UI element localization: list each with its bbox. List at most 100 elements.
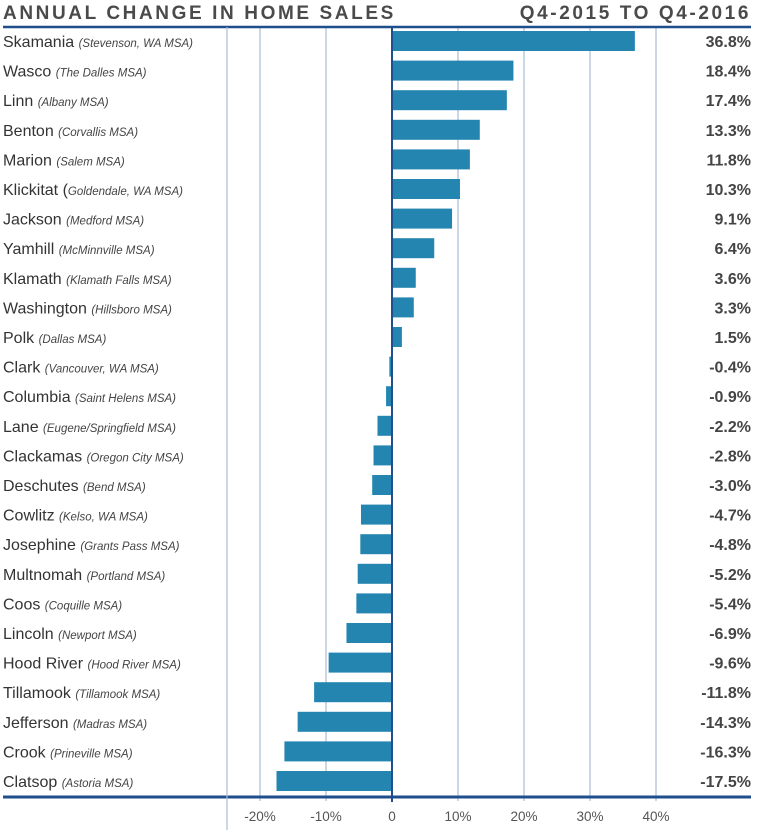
value-label: -9.6% bbox=[709, 656, 751, 673]
category-name: Clatsop bbox=[3, 774, 62, 791]
category-name: Clackamas bbox=[3, 448, 87, 465]
bar bbox=[328, 652, 392, 673]
bar bbox=[373, 445, 392, 466]
category-label: Skamania (Stevenson, WA MSA) bbox=[3, 34, 193, 51]
category-name: Klamath bbox=[3, 271, 66, 288]
bar bbox=[392, 238, 435, 259]
x-tick-label: -10% bbox=[310, 809, 342, 824]
value-label: 1.5% bbox=[715, 330, 751, 347]
category-label: Washington (Hillsboro MSA) bbox=[3, 300, 172, 317]
category-name: Lincoln bbox=[3, 626, 58, 643]
value-label: 6.4% bbox=[715, 241, 751, 258]
category-name: Tillamook bbox=[3, 685, 75, 702]
value-label: -17.5% bbox=[700, 774, 751, 791]
category-msa: (Oregon City MSA) bbox=[87, 452, 184, 464]
value-label: -5.4% bbox=[709, 596, 751, 613]
bar bbox=[392, 31, 635, 51]
category-name: Deschutes bbox=[3, 478, 83, 495]
category-label: Linn (Albany MSA) bbox=[3, 93, 109, 110]
bar bbox=[392, 90, 507, 111]
value-label: -4.8% bbox=[709, 537, 751, 554]
category-label: Clark (Vancouver, WA MSA) bbox=[3, 360, 159, 377]
category-name: Cowlitz bbox=[3, 508, 59, 525]
category-msa: (Astoria MSA) bbox=[62, 778, 134, 790]
category-name: Crook bbox=[3, 744, 50, 761]
x-tick-label: 0 bbox=[388, 809, 396, 824]
category-label: Klamath (Klamath Falls MSA) bbox=[3, 271, 172, 288]
bar bbox=[284, 741, 392, 762]
category-msa: (Vancouver, WA MSA) bbox=[45, 364, 159, 376]
bar bbox=[392, 60, 514, 81]
value-label: -14.3% bbox=[700, 715, 751, 732]
category-msa: (Prineville MSA) bbox=[50, 748, 133, 760]
category-name: Benton bbox=[3, 123, 58, 140]
chart-subtitle: Q4-2015 TO Q4-2016 bbox=[520, 3, 751, 24]
category-label: Columbia (Saint Helens MSA) bbox=[3, 389, 176, 406]
bar bbox=[389, 356, 392, 377]
value-label: 3.6% bbox=[715, 271, 751, 288]
bar bbox=[392, 327, 402, 347]
category-msa: (Bend MSA) bbox=[83, 482, 146, 494]
category-name: Washington bbox=[3, 300, 91, 317]
category-msa: (Tillamook MSA) bbox=[75, 689, 160, 701]
bar bbox=[392, 208, 453, 229]
category-name: Coos bbox=[3, 596, 45, 613]
bars bbox=[276, 31, 635, 791]
category-label: Lane (Eugene/Springfield MSA) bbox=[3, 419, 176, 436]
chart-title: ANNUAL CHANGE IN HOME SALES bbox=[3, 3, 396, 24]
category-label: Marion (Salem MSA) bbox=[3, 152, 125, 169]
value-label: -0.4% bbox=[709, 360, 751, 377]
x-tick-label: 30% bbox=[576, 809, 603, 824]
bar bbox=[392, 119, 480, 140]
bar bbox=[314, 682, 392, 703]
value-label: 9.1% bbox=[715, 212, 751, 229]
value-label: -5.2% bbox=[709, 567, 751, 584]
category-msa: (Hillsboro MSA) bbox=[91, 304, 172, 316]
value-label: 18.4% bbox=[706, 64, 751, 81]
bar bbox=[276, 771, 392, 791]
bar bbox=[392, 297, 414, 318]
x-tick-label: -20% bbox=[244, 809, 276, 824]
category-msa: (Salem MSA) bbox=[56, 156, 125, 168]
category-label: Deschutes (Bend MSA) bbox=[3, 478, 146, 495]
value-label: 17.4% bbox=[706, 93, 751, 110]
value-label: -2.2% bbox=[709, 419, 751, 436]
category-name: Clark bbox=[3, 360, 45, 377]
x-tick-label: 40% bbox=[642, 809, 669, 824]
bar bbox=[356, 593, 392, 614]
x-tick-label: 10% bbox=[444, 809, 471, 824]
category-label: Clackamas (Oregon City MSA) bbox=[3, 448, 184, 465]
category-msa: (Hood River MSA) bbox=[87, 660, 180, 672]
bar bbox=[360, 534, 392, 555]
category-name: Wasco bbox=[3, 64, 56, 81]
category-name: Josephine bbox=[3, 537, 80, 554]
value-label: -16.3% bbox=[700, 744, 751, 761]
bar bbox=[386, 386, 392, 407]
category-label: Clatsop (Astoria MSA) bbox=[3, 774, 133, 791]
category-msa: (Dallas MSA) bbox=[39, 334, 107, 346]
value-label: 13.3% bbox=[706, 123, 751, 140]
category-msa: (Corvallis MSA) bbox=[58, 127, 138, 139]
value-label: 3.3% bbox=[715, 300, 751, 317]
value-label: -11.8% bbox=[701, 685, 751, 702]
bar bbox=[360, 504, 392, 525]
bar bbox=[346, 623, 392, 643]
category-name: Jackson bbox=[3, 212, 66, 229]
category-label: Jackson (Medford MSA) bbox=[3, 212, 144, 229]
category-msa: (Grants Pass MSA) bbox=[80, 541, 179, 553]
category-msa: (Albany MSA) bbox=[38, 97, 109, 109]
value-label: -3.0% bbox=[709, 478, 751, 495]
category-msa: (Madras MSA) bbox=[73, 719, 147, 731]
category-name: Columbia bbox=[3, 389, 75, 406]
bar bbox=[392, 267, 416, 288]
bar bbox=[357, 563, 392, 584]
value-label: -0.9% bbox=[709, 389, 751, 406]
category-msa: (Eugene/Springfield MSA) bbox=[43, 423, 176, 435]
category-label: Klickitat (Goldendale, WA MSA) bbox=[3, 182, 183, 199]
value-label: -6.9% bbox=[709, 626, 751, 643]
category-name: Hood River bbox=[3, 656, 87, 673]
value-label: -2.8% bbox=[709, 448, 751, 465]
category-name: Multnomah bbox=[3, 567, 87, 584]
category-label: Crook (Prineville MSA) bbox=[3, 744, 133, 761]
